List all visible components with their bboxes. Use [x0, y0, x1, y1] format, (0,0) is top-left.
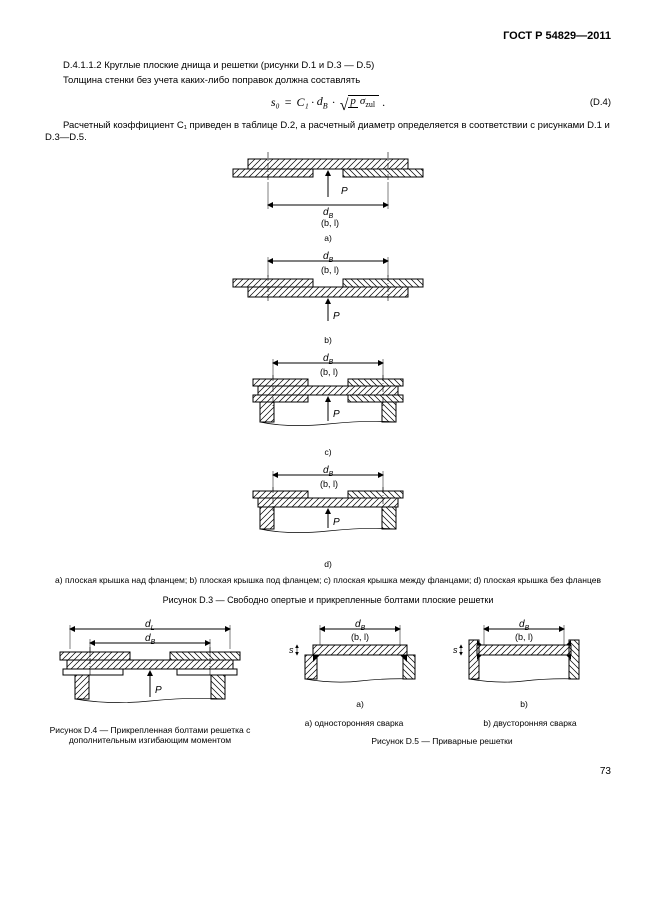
page-number: 73 [45, 766, 611, 777]
fig-d5-legend-a: a) односторонняя сварка [273, 718, 435, 728]
fig-d3-b-label: b) [45, 335, 611, 347]
svg-text:(b, l): (b, l) [351, 632, 369, 642]
svg-text:P: P [155, 685, 162, 696]
svg-text:P: P [333, 409, 340, 420]
svg-text:dB: dB [323, 353, 334, 366]
svg-text:dB: dB [519, 619, 530, 632]
fig-d5-a-label: a) [285, 699, 435, 711]
svg-text:(b, l): (b, l) [515, 632, 533, 642]
formula-frac-den: σzul [358, 95, 377, 107]
svg-text:P: P [333, 517, 340, 528]
fig-d3-d: dB (b, l) P [228, 463, 428, 555]
svg-text:dB: dB [145, 633, 156, 646]
figure-d3: P dB (b, l) a) dB (b, l) P b) dB (b, l) … [45, 147, 611, 604]
svg-text:s: s [289, 645, 294, 655]
formula-d4: s₀ = C₁ · dB · √pσzul . (D.4) [45, 94, 611, 112]
svg-text:P: P [333, 311, 340, 322]
svg-text:(b, l): (b, l) [321, 218, 339, 228]
figure-row-d4-d5: dL dB P Рисунок D.4 — Прикрепленная болт… [45, 617, 611, 758]
svg-text:dB: dB [323, 251, 334, 264]
svg-text:s: s [453, 645, 458, 655]
fig-d5-title: Рисунок D.5 — Приварные решетки [273, 736, 611, 746]
formula-c1: C₁ [297, 95, 309, 110]
fig-d3-a: P dB (b, l) [213, 147, 443, 229]
svg-text:(b, l): (b, l) [321, 265, 339, 275]
fig-d3-b: dB (b, l) P [213, 249, 443, 331]
fig-d5-b-label: b) [449, 699, 599, 711]
svg-text:(b, l): (b, l) [320, 367, 338, 377]
fig-d3-c: dB (b, l) P [228, 351, 428, 443]
formula-db: dB [317, 94, 328, 110]
para-thickness: Толщина стенки без учета каких-либо попр… [45, 75, 611, 88]
svg-text:dB: dB [355, 619, 366, 632]
formula-frac-num: p [348, 95, 358, 108]
para-coeff: Расчетный коэффициент C₁ приведен в табл… [45, 120, 611, 146]
svg-text:dL: dL [145, 619, 155, 632]
doc-standard-id: ГОСТ Р 54829—2011 [45, 30, 611, 42]
figure-d4: dL dB P Рисунок D.4 — Прикрепленная болт… [45, 617, 255, 757]
fig-d3-legend: a) плоская крышка над фланцем; b) плоска… [45, 575, 611, 587]
fig-d4-title: Рисунок D.4 — Прикрепленная болтами реше… [45, 725, 255, 745]
fig-d3-c-label: c) [45, 447, 611, 459]
svg-text:P: P [341, 186, 348, 197]
fig-d5-legend-b: b) двусторонняя сварка [449, 718, 611, 728]
svg-text:dB: dB [323, 465, 334, 478]
fig-d3-d-label: d) [45, 559, 611, 571]
formula-lhs: s₀ [271, 95, 280, 110]
para-d4112: D.4.1.1.2 Круглые плоские днища и решетк… [45, 60, 611, 73]
figure-d5: dB (b, l) s a) dB (b, l) s b) a) односто… [273, 617, 611, 758]
fig-d3-title: Рисунок D.3 — Свободно опертые и прикреп… [45, 595, 611, 605]
fig-d3-a-label: a) [45, 233, 611, 245]
equation-number: (D.4) [590, 97, 611, 108]
svg-text:(b, l): (b, l) [320, 479, 338, 489]
